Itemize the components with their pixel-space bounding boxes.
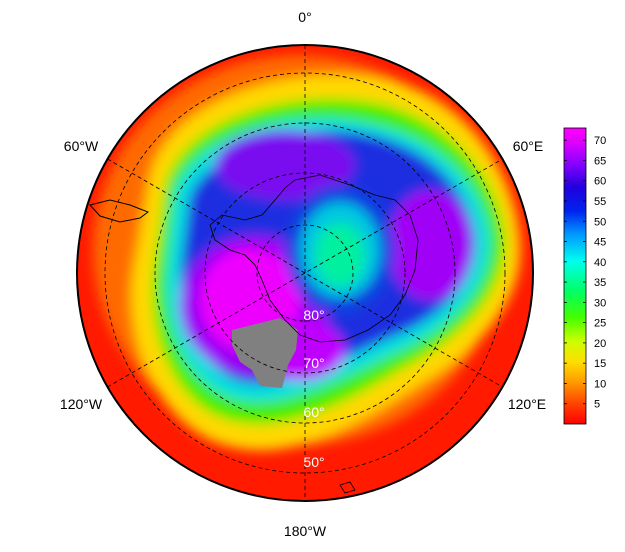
colorbar-tick-label: 55 (594, 196, 606, 208)
lat-label-80: 80° (303, 307, 324, 323)
colorbar-ramp (564, 128, 586, 424)
lon-label-60w: 60°W (64, 138, 99, 154)
south-america-coast (89, 199, 150, 223)
colorbar-tick-label: 20 (594, 338, 606, 350)
colorbar-tick-label: 35 (594, 277, 606, 289)
colorbar-tick-label: 40 (594, 257, 606, 269)
lat-label-50: 50° (303, 454, 324, 470)
lon-label-120e: 120°E (508, 396, 546, 412)
colorbar-tick-label: 60 (594, 176, 606, 188)
colorbar-tick-label: 70 (594, 135, 606, 147)
island-coast (339, 481, 356, 494)
colorbar-tick-label: 65 (594, 155, 606, 167)
colorbar-tick-label: 25 (594, 318, 606, 330)
colorbar-frame (563, 127, 587, 425)
lon-label-0: 0° (298, 9, 311, 25)
land-mask-patch (232, 318, 298, 388)
colorbar-tick-label: 5 (594, 399, 600, 411)
colorbar-tick-label: 45 (594, 237, 606, 249)
colorbar: 70 65 60 55 50 45 40 35 30 25 20 15 10 5 (563, 127, 606, 425)
colorbar-tick-label: 30 (594, 297, 606, 309)
ozone-field (77, 45, 533, 501)
colorbar-tick-label: 10 (594, 378, 606, 390)
lat-label-60: 60° (303, 404, 324, 420)
lon-label-120w: 120°W (60, 396, 103, 412)
lat-label-70: 70° (303, 355, 324, 371)
coastline (209, 174, 419, 343)
map-boundary (76, 44, 534, 502)
colorbar-tick-label: 50 (594, 216, 606, 228)
graticule (104, 45, 506, 501)
lon-label-60e: 60°E (513, 138, 544, 154)
colorbar-tick-label: 15 (594, 358, 606, 370)
lon-label-180w: 180°W (284, 523, 327, 539)
